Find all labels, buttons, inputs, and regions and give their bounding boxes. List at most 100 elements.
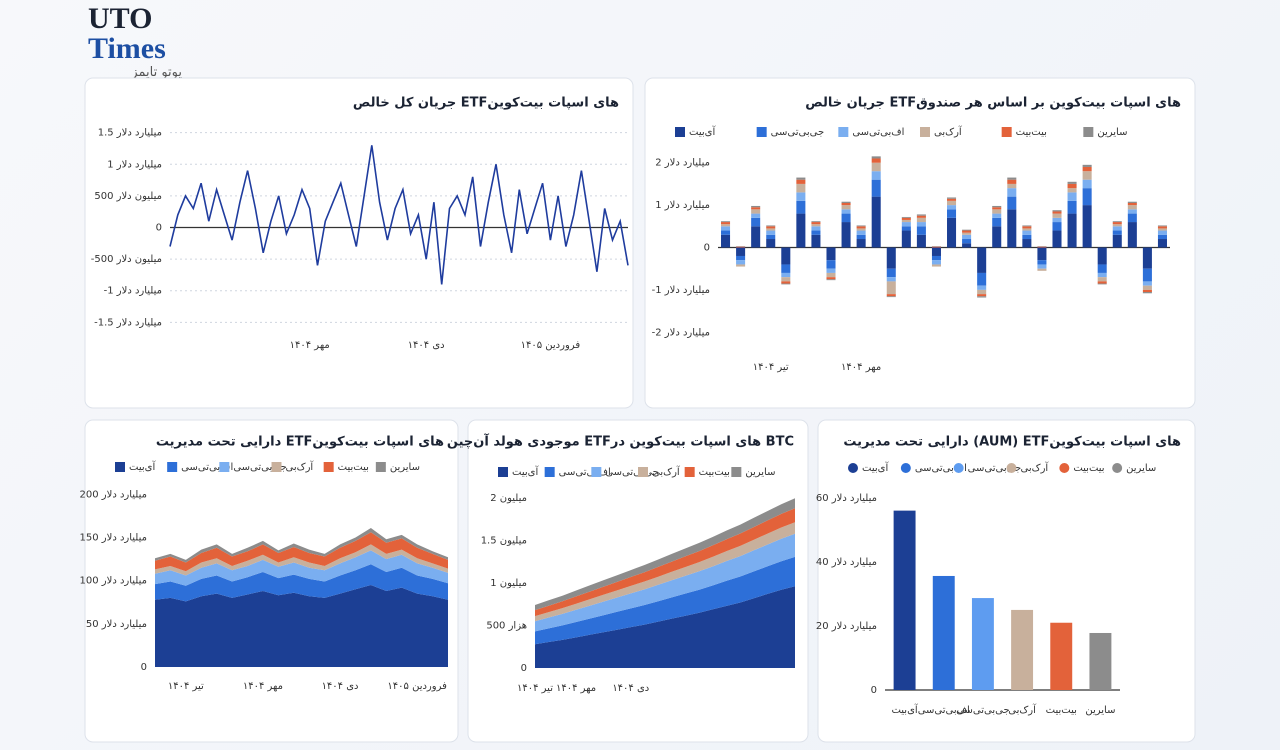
bar-segment bbox=[826, 279, 836, 281]
x-tick-label: مهر ۱۴۰۴ bbox=[841, 362, 881, 373]
bar-segment bbox=[1082, 179, 1092, 189]
bar bbox=[1089, 632, 1112, 690]
y-tick-label: 0 bbox=[521, 663, 527, 674]
bar-segment bbox=[1097, 264, 1107, 273]
bar-segment bbox=[886, 247, 896, 269]
area bbox=[535, 508, 795, 617]
bar-segment bbox=[856, 225, 866, 227]
bar-segment bbox=[751, 226, 761, 248]
bar-segment bbox=[1157, 226, 1167, 229]
area bbox=[535, 498, 795, 611]
panel-background bbox=[84, 77, 634, 409]
bar-segment bbox=[721, 226, 731, 231]
bar-segment bbox=[1127, 202, 1137, 206]
brand-name: Times bbox=[88, 32, 166, 65]
y-tick-label: -1 میلیارد دلار bbox=[104, 286, 162, 297]
y-tick-label: -500 میلیون دلار bbox=[91, 254, 162, 265]
x-tick-label: تیر ۱۴۰۴ bbox=[168, 681, 204, 692]
x-tick-label: مهر ۱۴۰۴ bbox=[556, 683, 596, 694]
bar-segment bbox=[931, 260, 941, 265]
bar-segment bbox=[811, 222, 821, 225]
bar-segment bbox=[766, 234, 776, 240]
bar-segment bbox=[871, 196, 881, 248]
y-tick-label: 100 میلیارد دلار bbox=[80, 576, 147, 587]
chart-panel: جریان کل خالص ETFهای اسپات بیت‌کوین 1.5 م… bbox=[84, 77, 634, 409]
bar-segment bbox=[826, 277, 836, 280]
bar-segment bbox=[721, 224, 731, 227]
bar-segment bbox=[1067, 181, 1077, 184]
legend-label: اف‌بی‌تی‌سی bbox=[852, 127, 904, 138]
bar-segment bbox=[1127, 205, 1137, 210]
bar-segment bbox=[1007, 188, 1017, 197]
legend-label: بیت‌بیت bbox=[699, 467, 730, 478]
bar-segment bbox=[1052, 213, 1062, 218]
bar-segment bbox=[1127, 201, 1137, 203]
bar-segment bbox=[796, 177, 806, 180]
bar-segment bbox=[1112, 224, 1122, 227]
y-tick-label: 1 میلیون bbox=[490, 578, 527, 589]
bar-segment bbox=[886, 281, 896, 295]
bar-segment bbox=[1112, 226, 1122, 231]
bar-segment bbox=[1007, 177, 1017, 180]
bar-segment bbox=[1007, 183, 1017, 189]
bar-segment bbox=[947, 198, 957, 201]
bar-segment bbox=[1007, 196, 1017, 210]
bar-segment bbox=[931, 246, 941, 248]
bar-segment bbox=[766, 239, 776, 248]
bar-segment bbox=[901, 216, 911, 218]
area bbox=[535, 533, 795, 632]
legend-swatch bbox=[591, 467, 602, 477]
bar-segment bbox=[916, 217, 926, 223]
bar-segment bbox=[871, 162, 881, 172]
bar-segment bbox=[1097, 277, 1107, 282]
bar-segment bbox=[1022, 230, 1032, 235]
bar-segment bbox=[751, 207, 761, 210]
bar-segment bbox=[1037, 268, 1047, 271]
bar-segment bbox=[736, 260, 746, 265]
x-tick-label: جی‌بی‌تی‌سی bbox=[956, 705, 1009, 716]
bar-segment bbox=[871, 156, 881, 159]
bar-segment bbox=[781, 277, 791, 282]
legend-label: آرک‌بی bbox=[286, 460, 315, 473]
bar-segment bbox=[1022, 234, 1032, 240]
bar-segment bbox=[992, 226, 1002, 248]
bar-segment bbox=[977, 296, 987, 298]
bar-segment bbox=[1082, 205, 1092, 248]
bar-segment bbox=[901, 222, 911, 227]
area bbox=[535, 556, 795, 645]
legend-label: آرک‌بی bbox=[652, 465, 681, 478]
y-tick-label: 1.5 میلیون bbox=[481, 535, 527, 546]
bar bbox=[893, 510, 916, 690]
bar-segment bbox=[856, 228, 866, 231]
bar-segment bbox=[992, 207, 1002, 210]
bar-segment bbox=[871, 158, 881, 163]
bar-segment bbox=[916, 226, 926, 235]
bar-segment bbox=[1067, 200, 1077, 214]
legend-label: آی‌بیت bbox=[129, 460, 156, 473]
bar-segment bbox=[992, 205, 1002, 208]
legend-label: جی‌بی‌تی‌سی bbox=[605, 467, 658, 478]
legend-swatch bbox=[684, 467, 695, 477]
bar-segment bbox=[1142, 268, 1152, 282]
bar-segment bbox=[1097, 272, 1107, 278]
bar-segment bbox=[1052, 217, 1062, 223]
area bbox=[155, 528, 448, 563]
bar-segment bbox=[811, 226, 821, 231]
bar-segment bbox=[766, 230, 776, 235]
bar-segment bbox=[826, 268, 836, 273]
bar-segment bbox=[781, 281, 791, 284]
bar-segment bbox=[977, 285, 987, 290]
bar-segment bbox=[1067, 192, 1077, 201]
legend-swatch bbox=[544, 467, 555, 477]
bar-segment bbox=[1127, 209, 1137, 214]
bar-segment bbox=[871, 179, 881, 197]
legend-swatch bbox=[1112, 463, 1123, 473]
bar-segment bbox=[977, 247, 987, 273]
bar-segment bbox=[811, 224, 821, 227]
bar-segment bbox=[751, 205, 761, 208]
bar-segment bbox=[947, 217, 957, 248]
y-tick-label: 0 bbox=[704, 243, 710, 254]
bar-segment bbox=[751, 217, 761, 227]
y-tick-label: -1 میلیارد دلار bbox=[652, 285, 710, 296]
